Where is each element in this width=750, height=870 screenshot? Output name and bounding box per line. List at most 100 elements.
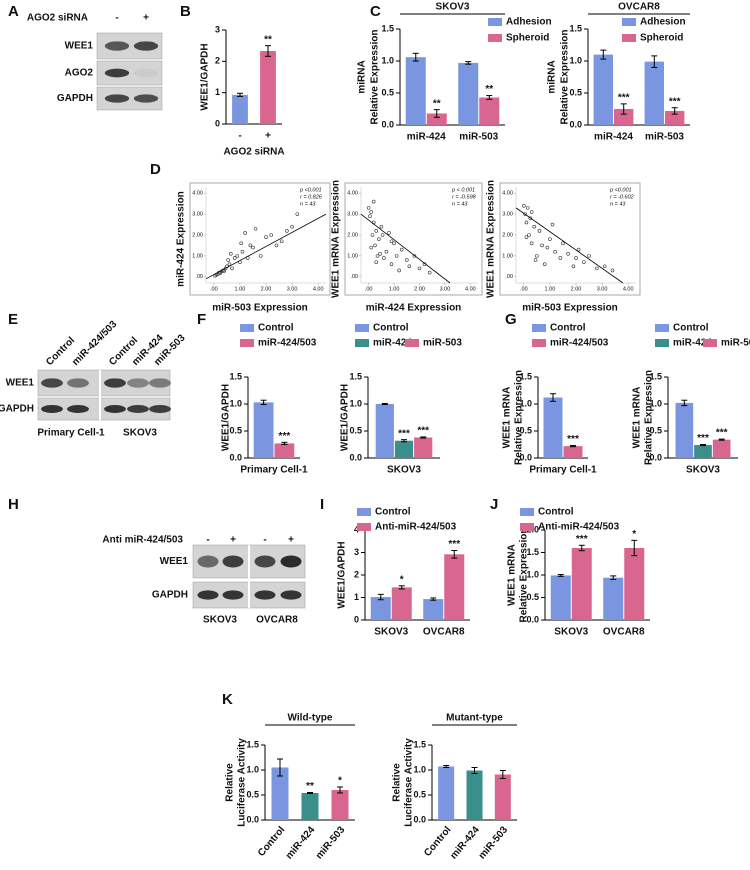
scatter-point	[528, 216, 533, 221]
legend-label: Spheroid	[506, 33, 549, 44]
y-axis-label: miRNA	[547, 60, 558, 93]
bar	[423, 599, 444, 620]
significance: ***	[448, 539, 460, 550]
scatter-point	[239, 241, 244, 246]
group-label: SKOV3	[123, 428, 157, 439]
x-tick-label: miR-503	[314, 824, 348, 861]
scatter-point	[235, 254, 240, 258]
bar	[274, 443, 295, 458]
y-axis-label: miRNA	[357, 60, 368, 93]
scatter-point	[566, 251, 570, 256]
blot-band	[133, 41, 159, 51]
bar	[593, 54, 613, 125]
scatter-point	[404, 258, 409, 262]
blot-band	[41, 405, 63, 413]
y-tick-label: 4.00	[192, 191, 203, 197]
blot-band	[104, 68, 130, 78]
y-tick-label: 1.0	[229, 398, 242, 408]
y-tick-label: 0.5	[246, 789, 259, 799]
blot-band	[222, 590, 244, 600]
x-tick-label: SKOV3	[374, 627, 408, 638]
scatter-point	[595, 266, 599, 271]
scatter-point	[417, 266, 422, 271]
blot-band	[104, 94, 130, 103]
x-tick-label: 2.00	[261, 286, 272, 292]
y-tick-label: 1	[215, 87, 220, 97]
bar	[438, 766, 455, 820]
legend-swatch	[405, 339, 419, 347]
significance: ***	[576, 534, 588, 545]
panel-letter: B	[180, 3, 191, 20]
scatter-point	[379, 224, 384, 229]
x-tick-label: Primary Cell-1	[240, 465, 308, 476]
scatter-point	[389, 262, 394, 267]
scatter-point	[258, 254, 263, 258]
bar	[391, 587, 412, 620]
bar	[370, 597, 391, 620]
bar	[665, 110, 685, 125]
significance: ***	[618, 93, 630, 104]
scatter-point	[264, 235, 268, 239]
scatter-point	[384, 249, 389, 254]
y-tick-label: 4.00	[502, 191, 513, 197]
scatter-point	[523, 212, 527, 216]
chart-title: OVCAR8	[618, 2, 660, 13]
y-tick-label: 1.5	[349, 371, 362, 381]
legend-swatch	[703, 339, 717, 347]
scatter-point	[251, 245, 255, 250]
y-tick-label: 0.5	[569, 87, 582, 97]
x-axis-label: miR-424 Expression	[366, 303, 462, 314]
x-axis-label: miR-503 Expression	[522, 303, 618, 314]
x-tick-label: +	[265, 131, 271, 142]
y-tick-label: 1.5	[569, 23, 582, 33]
x-axis-label: AGO2 siRNA	[223, 147, 284, 158]
bar	[394, 440, 414, 458]
blot-band	[67, 405, 89, 413]
fit-line	[205, 213, 327, 280]
blot-band	[280, 555, 302, 568]
y-axis-label: Relative Expression	[514, 370, 525, 465]
y-tick-label: 0.0	[526, 614, 539, 624]
y-tick-label: 1	[354, 592, 359, 602]
significance: *	[400, 574, 404, 585]
y-axis-label: WEE1 mRNA Expression	[486, 180, 497, 298]
x-tick-label: 2.00	[414, 286, 425, 292]
lane-label: +	[230, 535, 236, 546]
plot-frame	[499, 182, 641, 296]
scatter-point	[375, 254, 380, 258]
y-tick-label: 1.5	[526, 547, 539, 557]
scatter-point	[524, 235, 529, 239]
bar	[232, 94, 248, 124]
legend-swatch	[355, 324, 369, 332]
scatter-point	[269, 233, 274, 237]
y-axis-label: WEE1 mRNA	[632, 387, 643, 449]
y-tick-label: 0.0	[246, 814, 259, 824]
legend-swatch	[357, 508, 371, 516]
y-tick-label: 1.0	[569, 55, 582, 65]
y-tick-label: 1.5	[649, 371, 662, 381]
scatter-point	[387, 231, 391, 235]
lane-label: -	[263, 535, 266, 546]
legend-swatch	[488, 34, 502, 42]
bar	[466, 770, 483, 820]
x-tick-label: 1.00	[235, 286, 246, 292]
bar	[375, 404, 394, 458]
legend-label: Control	[550, 323, 586, 334]
blot-band	[104, 405, 126, 413]
significance: *	[632, 529, 636, 540]
legend-swatch	[240, 324, 254, 332]
scatter-point	[370, 233, 375, 237]
scatter-point	[228, 251, 233, 256]
panel-letter: C	[370, 3, 381, 20]
lane-label: -	[206, 535, 209, 546]
bar	[563, 446, 583, 458]
panel-letter: A	[8, 3, 19, 20]
y-tick-label: 4	[354, 524, 359, 534]
blot-header: Anti miR-424/503	[102, 535, 183, 546]
y-tick-label: 0.5	[519, 425, 532, 435]
scatter-point	[377, 237, 381, 241]
scatter-point	[243, 231, 247, 235]
y-tick-label: 0.0	[649, 452, 662, 462]
y-tick-label: 2	[215, 56, 220, 66]
y-tick-label: 0.0	[381, 119, 394, 129]
